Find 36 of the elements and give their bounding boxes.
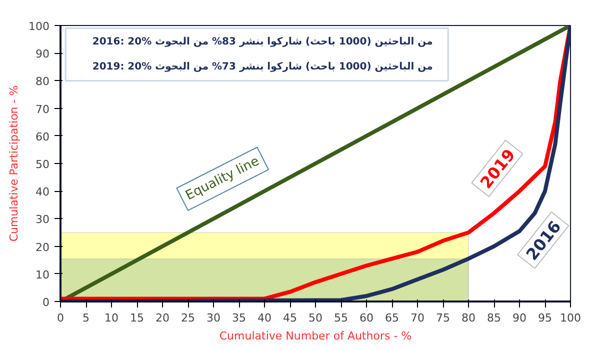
x-tick-label: 65 — [385, 312, 399, 324]
y-tick-label: 100 — [28, 20, 50, 33]
x-tick-label: 85 — [487, 312, 501, 324]
x-tick-label: 0 — [57, 312, 64, 324]
annotation: 2016: 20% من الباحثين (1000 باحث) شاركوا بنشر 83% من البحوث — [92, 36, 433, 48]
x-tick-label: 10 — [104, 312, 118, 324]
y-tick-label: 10 — [36, 268, 50, 282]
x-tick-label: 80 — [462, 312, 476, 324]
y-tick-label: 90 — [36, 48, 50, 61]
x-tick-label: 40 — [258, 312, 272, 324]
x-tick-label: 20 — [156, 312, 170, 324]
y-tick-label: 0 — [42, 296, 50, 309]
x-tick-label: 45 — [283, 312, 297, 324]
y-tick-label: 80 — [36, 75, 50, 88]
x-tick-label: 70 — [410, 312, 424, 324]
x-tick-label: 25 — [181, 312, 195, 324]
x-tick-label: 5 — [82, 312, 90, 324]
x-axis-title: Cumulative Number of Authors - % — [219, 330, 412, 342]
x-tick-label: 30 — [206, 312, 220, 324]
x-tick-label: 60 — [360, 312, 374, 324]
y-tick-label: 70 — [36, 102, 50, 116]
x-tick-label: 95 — [538, 312, 552, 324]
annotation: 2019: 20% من الباحثين (1000 باحث) شاركوا بنشر 73% من البحوث — [92, 61, 433, 72]
y-tick-label: 40 — [36, 186, 50, 199]
x-tick-label: 15 — [130, 312, 144, 324]
x-tick-label: 35 — [232, 312, 246, 324]
y-tick-label: 50 — [36, 158, 50, 171]
y-tick-label: 20 — [36, 240, 50, 254]
x-tick-label: 100 — [560, 312, 581, 324]
y-tick-label: 60 — [36, 130, 50, 144]
y-tick-label: 30 — [36, 213, 50, 226]
x-tick-label: 50 — [308, 312, 322, 324]
y-axis-title: Cumulative Participation - % — [8, 85, 21, 242]
x-tick-label: 55 — [334, 312, 348, 324]
x-tick-label: 75 — [436, 312, 450, 324]
x-tick-label: 90 — [512, 312, 526, 324]
